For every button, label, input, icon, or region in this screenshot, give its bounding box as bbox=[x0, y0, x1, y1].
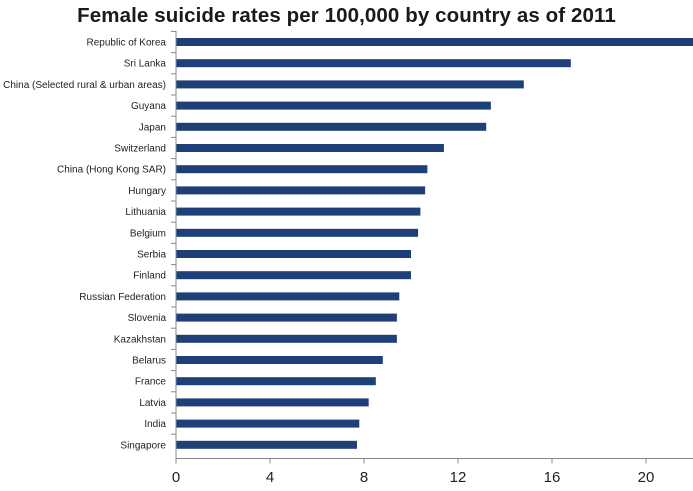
category-label: Russian Federation bbox=[79, 292, 166, 303]
category-label: Kazakhstan bbox=[114, 334, 166, 345]
bar bbox=[176, 356, 383, 364]
category-label: Serbia bbox=[137, 250, 166, 261]
bar bbox=[176, 334, 397, 343]
category-label: Singapore bbox=[120, 440, 166, 451]
category-label: Guyana bbox=[131, 101, 166, 112]
category-label: Hungary bbox=[128, 186, 166, 197]
bar bbox=[176, 186, 426, 195]
bar bbox=[176, 250, 411, 258]
bar bbox=[176, 207, 421, 216]
category-label: Belarus bbox=[132, 356, 166, 367]
chart-title: Female suicide rates per 100,000 by coun… bbox=[77, 4, 616, 27]
bar bbox=[176, 165, 428, 174]
category-label: Japan bbox=[139, 122, 166, 133]
bar bbox=[176, 377, 376, 386]
x-tick-label: 12 bbox=[450, 469, 467, 486]
category-labels: Republic of Korea Sri Lanka China (Selecte… bbox=[3, 38, 166, 452]
category-label: Finland bbox=[133, 271, 166, 282]
bar bbox=[176, 419, 360, 428]
category-label: Switzerland bbox=[114, 144, 166, 155]
category-label: Republic of Korea bbox=[87, 38, 167, 49]
x-tick-label: 8 bbox=[360, 469, 368, 486]
x-tick-label: 4 bbox=[266, 469, 274, 486]
bars-layer bbox=[176, 38, 693, 449]
category-label: China (Selected rural & urban areas) bbox=[3, 80, 166, 91]
category-label: France bbox=[135, 377, 167, 388]
bar bbox=[176, 313, 397, 322]
category-label: Sri Lanka bbox=[124, 59, 167, 70]
bar bbox=[176, 271, 411, 280]
x-tick-label: 16 bbox=[544, 469, 561, 486]
bar bbox=[176, 228, 419, 237]
category-label: India bbox=[144, 419, 166, 430]
category-label: Belgium bbox=[130, 228, 166, 239]
bar bbox=[176, 122, 487, 131]
x-tick-label: 20 bbox=[638, 469, 655, 486]
bar bbox=[176, 440, 357, 449]
category-label: Slovenia bbox=[128, 313, 167, 324]
bar bbox=[176, 38, 693, 46]
bar bbox=[176, 80, 524, 89]
x-axis: 0 4 8 12 16 20 bbox=[171, 30, 693, 486]
bar bbox=[176, 101, 491, 110]
category-label: Lithuania bbox=[125, 207, 166, 218]
bar bbox=[176, 59, 571, 68]
bar bbox=[176, 292, 400, 301]
category-label: Latvia bbox=[139, 398, 166, 409]
bar bbox=[176, 398, 369, 407]
x-tick-label: 0 bbox=[172, 469, 180, 486]
bar bbox=[176, 144, 444, 152]
category-label: China (Hong Kong SAR) bbox=[57, 165, 166, 176]
